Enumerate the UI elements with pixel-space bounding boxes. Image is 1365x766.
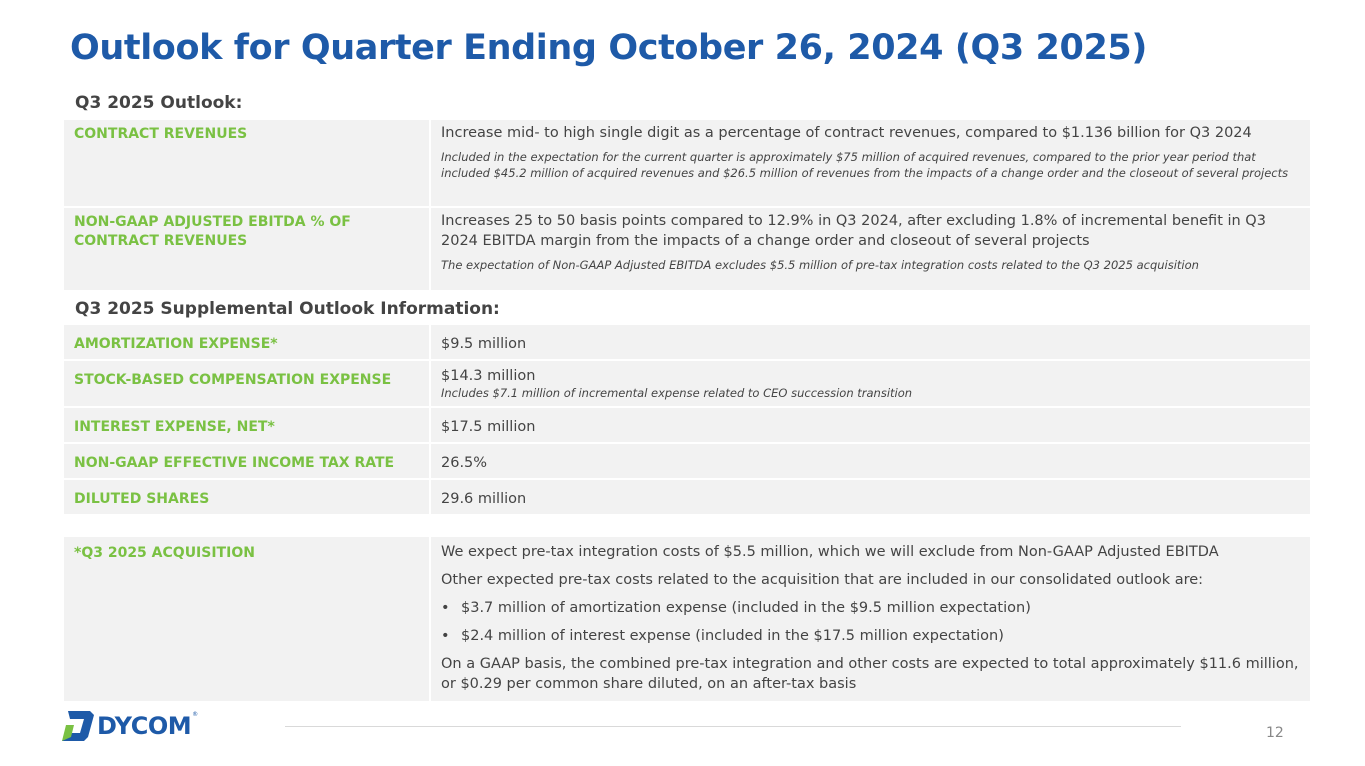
page-number: 12	[1266, 725, 1284, 741]
table-row: NON-GAAP EFFECTIVE INCOME TAX RATE 26.5%	[64, 444, 1310, 480]
row-value-tax-rate: 26.5%	[441, 455, 488, 471]
row-label-ebitda: NON-GAAP ADJUSTED EBITDA % OF CONTRACT R…	[64, 208, 431, 290]
row-value-contract-revenues: Increase mid- to high single digit as a …	[431, 120, 1310, 206]
row-value-interest: $17.5 million	[441, 419, 536, 435]
acquisition-line-3: On a GAAP basis, the combined pre-tax in…	[441, 656, 1299, 692]
outlook-table: CONTRACT REVENUES Increase mid- to high …	[64, 120, 1310, 292]
contract-revenues-note: Included in the expectation for the curr…	[441, 150, 1289, 180]
ebitda-note: The expectation of Non-GAAP Adjusted EBI…	[441, 258, 1199, 272]
table-row: CONTRACT REVENUES Increase mid- to high …	[64, 120, 1310, 208]
row-label-interest: INTEREST EXPENSE, NET*	[64, 408, 431, 442]
acquisition-line-2: Other expected pre-tax costs related to …	[441, 572, 1204, 588]
row-value-stock-comp: $14.3 million Includes $7.1 million of i…	[431, 361, 1310, 406]
page-title: Outlook for Quarter Ending October 26, 2…	[70, 28, 1147, 68]
row-value-diluted-shares: 29.6 million	[441, 491, 527, 507]
stock-comp-value: $14.3 million	[441, 368, 536, 384]
logo-trademark: ®	[192, 711, 199, 718]
row-value-ebitda: Increases 25 to 50 basis points compared…	[431, 208, 1310, 290]
row-label-contract-revenues: CONTRACT REVENUES	[64, 120, 431, 206]
list-item: • $2.4 million of interest expense (incl…	[441, 626, 1300, 646]
table-row: NON-GAAP ADJUSTED EBITDA % OF CONTRACT R…	[64, 208, 1310, 292]
row-label-acquisition: *Q3 2025 ACQUISITION	[64, 537, 431, 701]
row-label-tax-rate: NON-GAAP EFFECTIVE INCOME TAX RATE	[64, 444, 431, 478]
row-label-diluted-shares: DILUTED SHARES	[64, 480, 431, 514]
stock-comp-note: Includes $7.1 million of incremental exp…	[441, 386, 913, 400]
supplemental-heading: Q3 2025 Supplemental Outlook Information…	[75, 299, 500, 319]
bullet-marker: •	[441, 628, 450, 644]
logo-wordmark: DYCOM	[97, 712, 192, 740]
table-row: STOCK-BASED COMPENSATION EXPENSE $14.3 m…	[64, 361, 1310, 408]
list-item: • $3.7 million of amortization expense (…	[441, 598, 1300, 618]
acquisition-bullet-1: $3.7 million of amortization expense (in…	[461, 600, 1031, 616]
acquisition-bullet-2: $2.4 million of interest expense (includ…	[461, 628, 1004, 644]
row-value-amortization: $9.5 million	[441, 336, 527, 352]
bullet-marker: •	[441, 600, 450, 616]
row-value-acquisition: We expect pre-tax integration costs of $…	[431, 537, 1310, 701]
supplemental-table: AMORTIZATION EXPENSE* $9.5 million STOCK…	[64, 325, 1310, 516]
outlook-heading: Q3 2025 Outlook:	[75, 93, 243, 113]
table-row: AMORTIZATION EXPENSE* $9.5 million	[64, 325, 1310, 361]
dycom-logo: DYCOM ®	[62, 711, 198, 741]
acquisition-line-1: We expect pre-tax integration costs of $…	[441, 544, 1219, 560]
table-row: INTEREST EXPENSE, NET* $17.5 million	[64, 408, 1310, 444]
dycom-logo-mark-icon	[62, 711, 94, 741]
table-row: DILUTED SHARES 29.6 million	[64, 480, 1310, 516]
row-label-amortization: AMORTIZATION EXPENSE*	[64, 325, 431, 359]
acquisition-table: *Q3 2025 ACQUISITION We expect pre-tax i…	[64, 537, 1310, 703]
footer-divider	[285, 726, 1181, 727]
ebitda-value: Increases 25 to 50 basis points compared…	[441, 213, 1266, 249]
table-row: *Q3 2025 ACQUISITION We expect pre-tax i…	[64, 537, 1310, 703]
contract-revenues-value: Increase mid- to high single digit as a …	[441, 125, 1252, 141]
row-label-stock-comp: STOCK-BASED COMPENSATION EXPENSE	[64, 361, 431, 406]
